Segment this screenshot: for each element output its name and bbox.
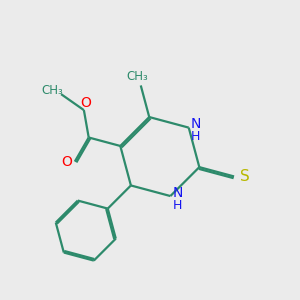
Text: H: H — [173, 199, 182, 212]
Text: N: N — [172, 186, 183, 200]
Text: N: N — [191, 117, 201, 131]
Text: O: O — [80, 96, 91, 110]
Text: CH₃: CH₃ — [127, 70, 148, 83]
Text: CH₃: CH₃ — [41, 84, 63, 97]
Text: H: H — [191, 130, 201, 143]
Text: O: O — [61, 154, 72, 169]
Text: S: S — [240, 169, 249, 184]
